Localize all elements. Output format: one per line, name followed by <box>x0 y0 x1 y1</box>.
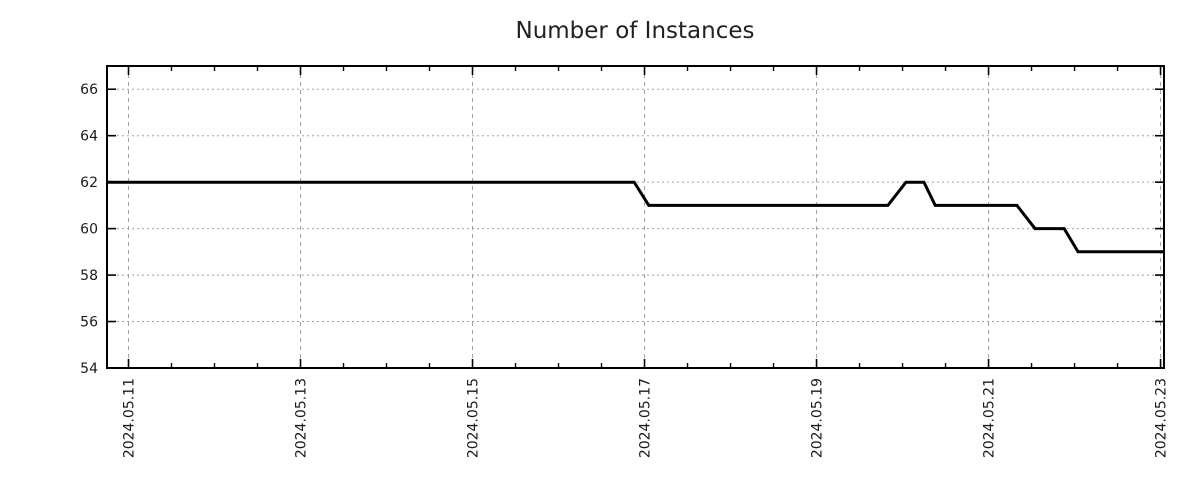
x-tick-label: 2024.05.13 <box>294 378 310 458</box>
axis-frame-layer <box>106 65 1165 369</box>
y-tick-label: 58 <box>80 268 98 284</box>
x-tick-label: 2024.05.11 <box>122 378 138 458</box>
x-tick-label: 2024.05.21 <box>982 378 998 458</box>
y-tick-label: 64 <box>80 129 98 145</box>
series-line-instances <box>107 180 1164 254</box>
plot-border <box>106 65 1165 369</box>
grid-layer <box>107 66 1164 369</box>
x-tick-label: 2024.05.19 <box>810 378 826 458</box>
chart-title: Number of Instances <box>516 18 755 44</box>
y-tick-label: 60 <box>80 222 98 238</box>
y-tick-label: 54 <box>80 361 98 377</box>
series-layer <box>107 180 1164 254</box>
y-tick-label: 66 <box>80 82 98 98</box>
y-tick-label: 62 <box>80 175 98 191</box>
x-tick-label: 2024.05.15 <box>466 378 482 458</box>
axis-label-layer: 54 56 58 60 62 64 66 2024.05.11 2024.05.13 2024.0… <box>80 82 1169 458</box>
tick-layer <box>107 66 1164 369</box>
y-tick-label: 56 <box>80 315 98 331</box>
x-tick-label: 2024.05.23 <box>1154 378 1170 458</box>
x-tick-label: 2024.05.17 <box>638 378 654 458</box>
